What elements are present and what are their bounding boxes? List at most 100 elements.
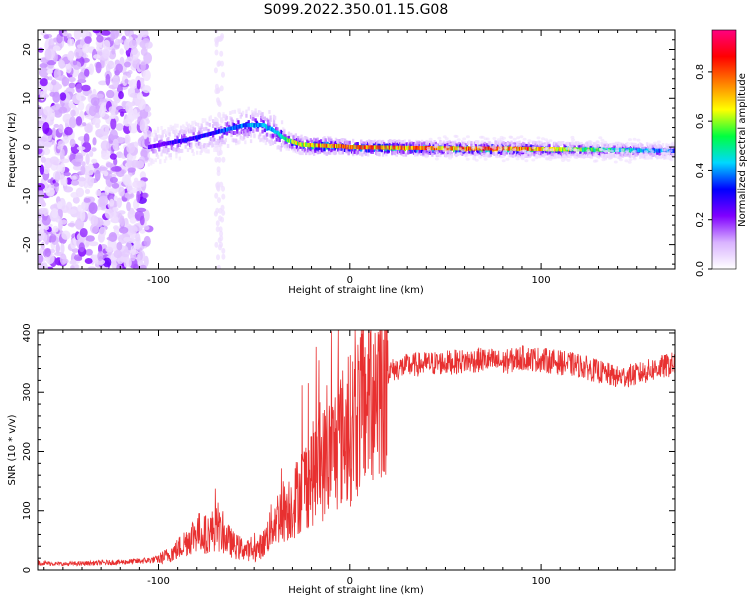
noise-cell [84, 258, 93, 264]
spectrogram-cell [231, 110, 234, 114]
spectrogram-cell [465, 151, 468, 156]
noise-cell [76, 146, 86, 151]
spectrogram-cell [191, 120, 194, 125]
spectrogram-cell [411, 145, 415, 150]
noise-cell [111, 48, 116, 55]
spectrogram-cell [207, 128, 210, 133]
noise-cell [79, 228, 88, 238]
spectrogram-cell [527, 144, 530, 148]
spectrogram-cell [161, 130, 164, 134]
spectrogram-cell [579, 155, 584, 159]
spectrogram-cell [169, 124, 172, 129]
spectrogram-cell [175, 154, 178, 159]
spectrogram-cell [601, 143, 604, 148]
spectrogram-cell [365, 143, 369, 147]
spectrogram-cell [592, 154, 597, 158]
noise-cell [77, 101, 85, 111]
noise-cell [38, 105, 44, 117]
spectrogram-cell [267, 123, 270, 128]
spectrogram-cell [253, 123, 256, 128]
noise-cell [136, 79, 141, 90]
spectrogram-cell [224, 116, 227, 121]
spectrogram-cell [169, 155, 172, 160]
spectrogram-cell [276, 133, 279, 137]
spectrogram-cell [440, 143, 443, 147]
spectrogram-cell [327, 137, 331, 142]
colorbar-frame [711, 29, 737, 270]
spectrogram-cell [537, 143, 542, 147]
spectrogram-cell [152, 160, 155, 164]
spectrogram-cell [665, 153, 668, 158]
spectrogram-cell [573, 152, 578, 156]
noise-cell [75, 187, 85, 198]
colorbar: 0.0 0.2 0.4 0.6 0.8 Normalized spectral ampl… [695, 29, 748, 277]
noise-cell [138, 156, 146, 166]
noise-cell [142, 85, 152, 94]
spectrogram-cell [466, 141, 470, 146]
noise-cell [42, 122, 50, 134]
spectrogram-cell [291, 144, 294, 149]
noise-cell [143, 235, 151, 247]
noise-cell [221, 71, 225, 78]
spectrogram-cell [500, 151, 503, 155]
spectrogram-cell [160, 152, 163, 157]
noise-cell [67, 222, 76, 227]
noise-cell [39, 67, 49, 78]
spectrogram-cell [252, 129, 255, 134]
spectrogram-cell [590, 154, 594, 159]
spectrogram-cell [153, 138, 156, 143]
spectrogram-cell [539, 141, 542, 146]
noise-cell [92, 117, 101, 126]
noise-cell [218, 207, 223, 214]
noise-cell [55, 242, 60, 254]
spectrogram-cell [537, 155, 542, 159]
spectrogram-cell [271, 133, 274, 138]
spectrogram-cell [231, 126, 234, 131]
spectrogram-cell [392, 145, 395, 150]
spectrogram-cell [613, 145, 616, 150]
spectrogram-cell [190, 144, 193, 149]
spectrogram-cell [263, 128, 266, 133]
spectrogram-cell [464, 154, 469, 158]
spectrogram-cell [348, 140, 351, 145]
noise-cell [140, 61, 146, 72]
spectrogram-cell [563, 143, 566, 148]
spectrogram-cell [375, 142, 378, 147]
spectrogram-cell [414, 142, 417, 147]
spectrogram-plot-area [38, 30, 675, 269]
spectrogram-cell [262, 138, 265, 143]
spectrogram-cell [622, 143, 626, 148]
noise-cell [102, 39, 111, 50]
noise-cell [44, 225, 49, 231]
spectrogram-cell [494, 155, 499, 159]
spectrogram-cell [240, 112, 243, 117]
spectrogram-cell [416, 148, 419, 153]
spectrogram-cell [634, 144, 637, 149]
spectrogram-cell [437, 143, 440, 148]
spectrogram-cell [425, 139, 428, 144]
spectrogram-cell [190, 142, 193, 147]
noise-cell [39, 78, 48, 87]
noise-cell [75, 116, 83, 126]
spectrogram-cell [394, 141, 397, 146]
spectrogram-y-tick-label: 10 [22, 92, 33, 105]
snr-series-line [38, 330, 675, 567]
spectrogram-cell [247, 120, 250, 124]
spectrogram-cell [591, 150, 595, 154]
noise-cell [98, 226, 107, 237]
noise-cell [48, 109, 56, 120]
spectrogram-cell [192, 131, 195, 136]
spectrogram-cell [301, 147, 304, 151]
noise-cell [118, 234, 128, 244]
spectrogram-cell [190, 136, 193, 141]
spectrogram-cell [664, 155, 667, 160]
spectrogram-cell [433, 150, 436, 155]
spectrogram-cell [398, 139, 401, 144]
noise-cell [117, 39, 124, 44]
spectrogram-cell [306, 149, 309, 153]
spectrogram-cell [202, 144, 206, 149]
noise-cell [124, 134, 131, 145]
spectrogram-cell [332, 140, 335, 145]
snr-y-tick-label: 0 [22, 567, 33, 573]
spectrogram-cell [198, 130, 201, 135]
